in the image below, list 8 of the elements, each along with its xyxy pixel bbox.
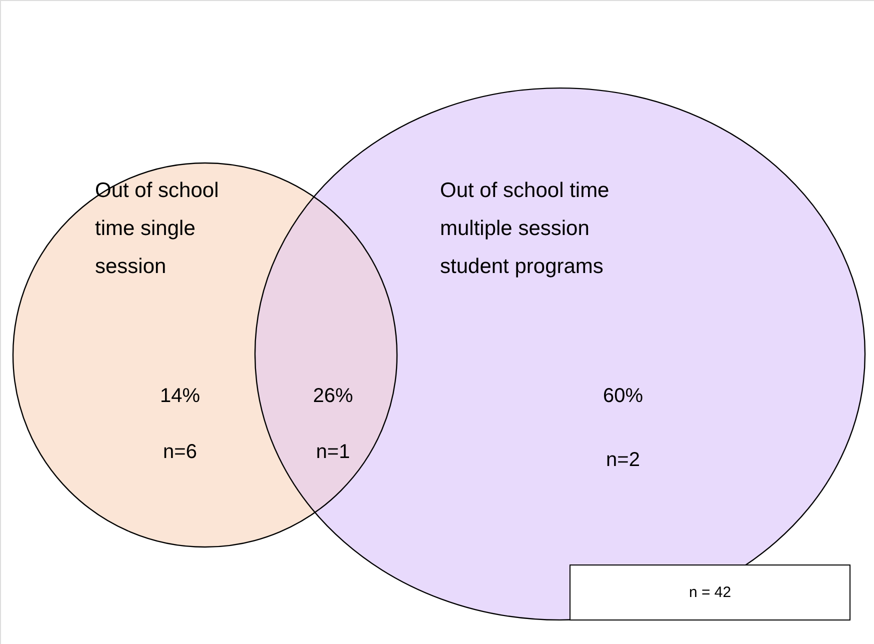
text: n=1 — [316, 441, 350, 463]
data-label: 26% — [312, 385, 354, 407]
data-label: 14% — [160, 385, 200, 407]
text: n=2 — [606, 449, 640, 471]
data-label: 60% — [602, 385, 644, 407]
text: n = 42 — [688, 584, 732, 601]
category-label: Out of school time multiple session student programs — [440, 179, 610, 278]
text: n=6 — [163, 441, 197, 463]
